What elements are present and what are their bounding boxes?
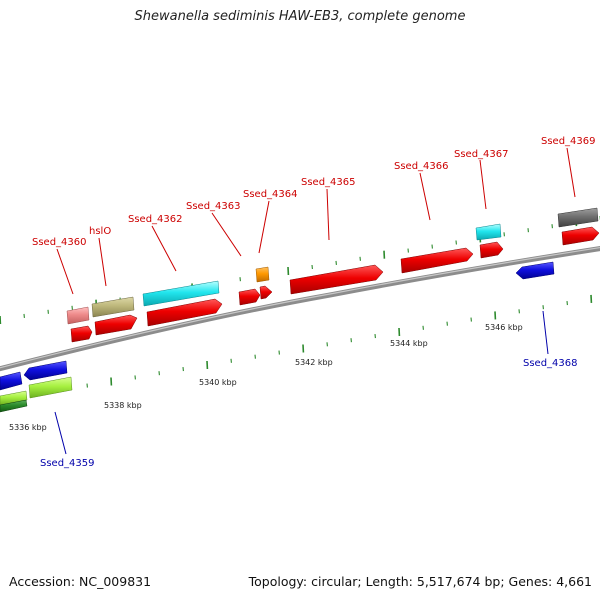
gene-hslo[interactable] (94, 314, 138, 336)
reverse-strand-features (0, 261, 555, 413)
gene-label-ssed-4359[interactable]: Ssed_4359 (40, 458, 95, 469)
scale-label: 5336 kbp (9, 423, 47, 432)
gene-ssed-4367-pseudo[interactable] (475, 223, 502, 241)
gene-ssed-4368[interactable] (515, 261, 555, 280)
gene-ssed-4369[interactable] (561, 226, 600, 246)
scale-label: 5344 kbp (390, 339, 428, 348)
scale-label: 5338 kbp (104, 401, 142, 410)
map-title: Shewanella sediminis HAW-EB3, complete g… (134, 9, 466, 24)
gene-ssed-4360-pseudo[interactable] (66, 306, 90, 325)
gene-reverse-a[interactable] (0, 371, 23, 391)
scale-label: 5346 kbp (485, 323, 523, 332)
gene-ssed-4360[interactable] (70, 325, 93, 343)
forward-strand-features (66, 207, 600, 343)
scale-label: 5342 kbp (295, 358, 333, 367)
gene-ssed-4362-pseudo[interactable] (142, 280, 220, 307)
gene-ssed-4367[interactable] (479, 241, 504, 259)
gene-ssed-4359-pseudo[interactable] (0, 390, 28, 406)
gene-label-ssed-4365[interactable]: Ssed_4365 (301, 177, 356, 188)
gene-ssed-4364[interactable] (259, 285, 273, 300)
gene-reverse-green[interactable] (0, 399, 28, 413)
gene-ssed-4369-pseudo[interactable] (557, 207, 599, 228)
label-leaders (56, 147, 576, 295)
gene-hslo-pseudo[interactable] (91, 296, 135, 318)
scale-labels: 5336 kbp 5338 kbp 5340 kbp 5342 kbp 5344… (9, 323, 523, 432)
genome-backbone (0, 246, 600, 372)
topology-summary: Topology: circular; Length: 5,517,674 bp… (248, 574, 592, 589)
gene-label-ssed-4367[interactable]: Ssed_4367 (454, 149, 509, 160)
scale-label: 5340 kbp (199, 378, 237, 387)
gene-labels: Ssed_4359 Ssed_4360 hslO Ssed_4362 Ssed_… (32, 136, 596, 469)
gene-label-ssed-4364[interactable]: Ssed_4364 (243, 189, 298, 200)
gene-reverse-b[interactable] (23, 360, 68, 381)
accession-text: Accession: NC_009831 (9, 574, 152, 589)
gene-ssed-4366[interactable] (400, 247, 474, 274)
gene-ssed-4362[interactable] (146, 298, 223, 327)
gene-label-ssed-4369[interactable]: Ssed_4369 (541, 136, 596, 147)
gene-label-ssed-4362[interactable]: Ssed_4362 (128, 214, 183, 225)
gene-label-ssed-4360[interactable]: Ssed_4360 (32, 237, 87, 248)
gene-label-ssed-4368[interactable]: Ssed_4368 (523, 358, 578, 369)
gene-ssed-4363[interactable] (238, 288, 261, 306)
gene-label-ssed-4366[interactable]: Ssed_4366 (394, 161, 449, 172)
gene-ssed-4365[interactable] (289, 264, 384, 295)
gene-ssed-4359[interactable] (28, 376, 73, 399)
gene-label-hslo[interactable]: hslO (89, 226, 111, 237)
gene-label-ssed-4363[interactable]: Ssed_4363 (186, 201, 241, 212)
gene-ssed-4364-pseudo[interactable] (255, 266, 270, 283)
